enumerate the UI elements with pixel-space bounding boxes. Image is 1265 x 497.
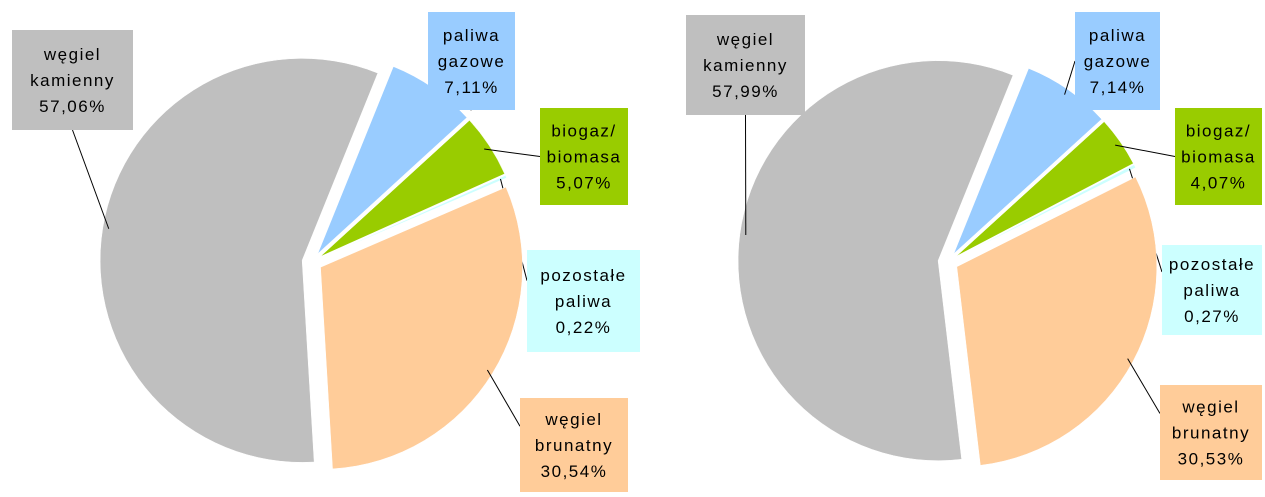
value-label: 57,06%: [39, 97, 106, 116]
value-label: 7,14%: [1090, 78, 1146, 97]
value-label: 4,07%: [1191, 174, 1247, 193]
leader-line: [1128, 359, 1160, 414]
value-label: 0,22%: [556, 318, 612, 337]
leader-line: [1065, 61, 1075, 95]
leader-line: [73, 130, 109, 229]
value-label: 5,07%: [556, 174, 612, 193]
leader-line: [487, 370, 520, 426]
value-label: 30,53%: [1178, 450, 1245, 469]
value-label: 7,11%: [444, 78, 498, 97]
value-label: 0,27%: [1184, 307, 1240, 326]
value-label: 57,99%: [712, 82, 779, 101]
value-label: 30,54%: [541, 462, 608, 481]
